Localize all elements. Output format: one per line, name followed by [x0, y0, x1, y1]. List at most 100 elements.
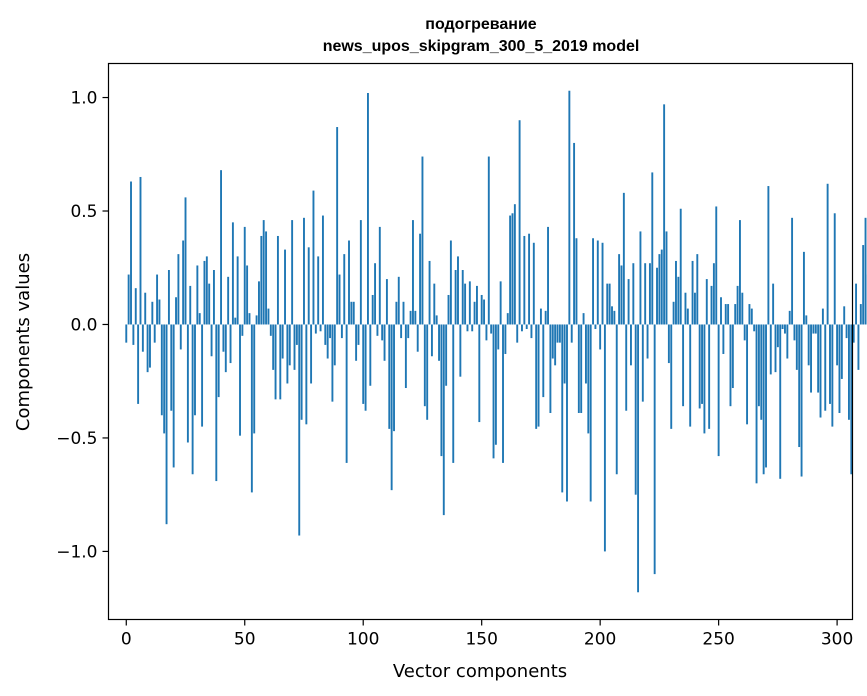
- bar: [210, 324, 213, 357]
- bar: [288, 324, 291, 366]
- bar: [620, 265, 623, 325]
- bar: [525, 324, 528, 330]
- bar: [400, 324, 403, 339]
- bar: [727, 304, 730, 325]
- bar: [679, 208, 682, 325]
- bar: [720, 297, 722, 325]
- bar: [682, 324, 685, 407]
- bar: [255, 315, 258, 325]
- bar: [575, 238, 578, 325]
- bar: [333, 324, 336, 366]
- bar: [492, 324, 495, 459]
- bar: [601, 242, 604, 325]
- bar: [239, 324, 241, 436]
- bar: [795, 324, 798, 370]
- bar: [781, 324, 784, 330]
- bar: [407, 324, 410, 339]
- bar: [262, 220, 265, 325]
- bar: [558, 324, 561, 343]
- bar: [779, 324, 782, 479]
- bar: [139, 176, 142, 325]
- bar: [677, 276, 680, 325]
- bar: [502, 324, 504, 463]
- bar: [705, 279, 708, 325]
- bar: [554, 324, 557, 366]
- bar: [819, 324, 822, 418]
- bar: [454, 270, 457, 325]
- bar: [821, 308, 824, 325]
- bar: [648, 263, 651, 325]
- bar: [746, 324, 749, 425]
- bar: [317, 256, 320, 325]
- bar: [838, 324, 841, 413]
- bar: [253, 324, 256, 434]
- bar: [862, 245, 865, 325]
- bar: [383, 324, 386, 361]
- bar: [594, 324, 597, 330]
- bar: [416, 324, 419, 352]
- bar: [478, 324, 481, 423]
- x-tick-label: 100: [347, 630, 379, 650]
- x-axis-ticks: 0 50 100 150 200 250 300: [121, 619, 853, 650]
- bar: [767, 186, 770, 325]
- bar: [388, 324, 391, 429]
- bar: [314, 324, 317, 334]
- bar: [596, 240, 599, 325]
- bar: [222, 324, 225, 352]
- bar: [367, 93, 369, 325]
- bar: [381, 324, 384, 341]
- bar: [829, 324, 831, 404]
- bar: [250, 324, 253, 493]
- bar: [212, 270, 215, 325]
- bar: [130, 181, 132, 325]
- bar: [153, 324, 156, 343]
- bar: [693, 292, 696, 325]
- bar: [151, 301, 154, 325]
- bar: [468, 281, 471, 325]
- y-tick-label: −1.0: [56, 542, 97, 562]
- bar: [573, 142, 576, 325]
- bar: [518, 120, 521, 325]
- bar: [196, 265, 199, 325]
- bar: [646, 324, 649, 359]
- bar: [374, 263, 377, 325]
- bar: [859, 304, 862, 325]
- bar: [660, 249, 663, 325]
- bar: [632, 263, 635, 325]
- bar: [765, 324, 767, 468]
- bar: [760, 324, 763, 420]
- bar: [750, 308, 753, 325]
- bar: [724, 304, 727, 325]
- bar: [494, 324, 497, 445]
- bar: [376, 324, 379, 336]
- bar: [141, 324, 144, 352]
- bar: [393, 324, 395, 432]
- bar: [561, 324, 564, 493]
- bar: [201, 324, 204, 427]
- bar: [603, 324, 606, 552]
- bar: [189, 285, 192, 325]
- bar: [471, 324, 474, 332]
- bar: [144, 292, 147, 325]
- bar: [584, 324, 587, 384]
- bar: [644, 263, 647, 325]
- bar: [743, 324, 746, 341]
- bar: [303, 217, 305, 325]
- bar: [371, 294, 374, 325]
- bar: [701, 324, 703, 404]
- bar: [511, 213, 514, 325]
- bar: [836, 324, 839, 366]
- bar: [132, 324, 135, 345]
- bar: [295, 324, 298, 345]
- bar: [312, 190, 315, 325]
- y-tick-label: 1.0: [70, 89, 97, 109]
- bar: [452, 324, 455, 463]
- bar: [810, 324, 812, 393]
- bar: [395, 301, 398, 325]
- bar: [802, 251, 805, 325]
- bar: [385, 279, 388, 325]
- chart-title-line-2: news_upos_skipgram_300_5_2019 model: [323, 38, 640, 55]
- bar: [667, 324, 670, 364]
- bar: [438, 324, 440, 361]
- bar: [473, 301, 476, 325]
